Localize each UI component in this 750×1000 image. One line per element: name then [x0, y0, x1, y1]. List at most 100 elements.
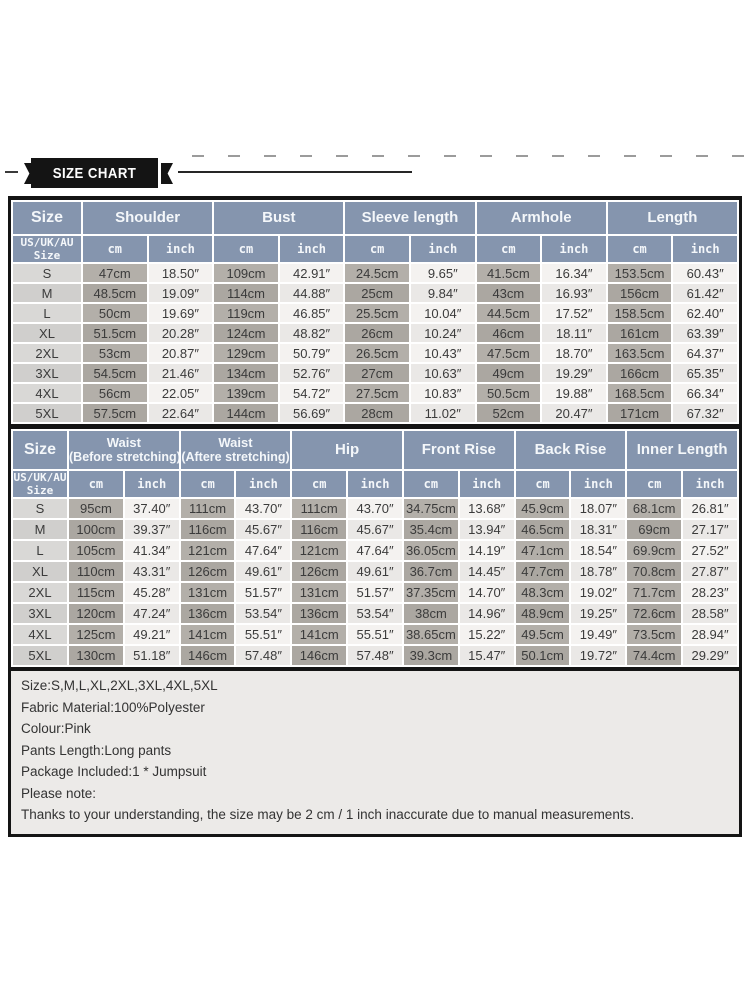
unit-cm-header: cm [83, 236, 147, 262]
cm-value-cell: 26.5cm [345, 344, 409, 362]
inch-value-cell: 18.50″ [148, 264, 213, 282]
cm-value-cell: 116cm [180, 520, 235, 539]
group-label: Sleeve length [361, 209, 459, 226]
inch-value-cell: 15.22″ [459, 625, 514, 644]
cm-value-cell: 119cm [214, 304, 278, 322]
note-line: Please note: [21, 785, 97, 801]
inch-value-cell: 28.58″ [683, 604, 737, 623]
cm-value-cell: 111cm [180, 499, 235, 518]
group-label: Hip [335, 441, 360, 458]
group-header: Bust [214, 202, 344, 234]
size-cell: 4XL [13, 625, 67, 644]
cm-value-cell: 73.5cm [627, 625, 682, 644]
group-header: Length [607, 202, 737, 234]
cm-value-cell: 141cm [292, 625, 347, 644]
cm-value-cell: 125cm [69, 625, 123, 644]
inch-value-cell: 45.67″ [348, 520, 402, 539]
inch-value-cell: 57.48″ [236, 646, 291, 665]
group-header: Front Rise [403, 431, 514, 469]
cm-value-cell: 126cm [292, 562, 347, 581]
size-scheme-header: US/UK/AU Size [13, 236, 81, 262]
inch-value-cell: 13.94″ [459, 520, 514, 539]
table-row: M 100cm 39.37″ 116cm 45.67″ 116cm 45.67″ 35.4cm… [13, 520, 737, 539]
cm-value-cell: 26cm [345, 324, 409, 342]
cm-value-cell: 34.75cm [403, 499, 458, 518]
inch-value-cell: 19.25″ [571, 604, 626, 623]
unit-cm-header: cm [292, 471, 347, 497]
cm-value-cell: 121cm [180, 541, 235, 560]
cm-value-cell: 131cm [292, 583, 347, 602]
cm-value-cell: 27.5cm [345, 384, 409, 402]
size-cell: XL [13, 562, 67, 581]
inch-value-cell: 16.93″ [542, 284, 606, 302]
inch-value-cell: 15.47″ [459, 646, 514, 665]
inch-value-cell: 47.64″ [236, 541, 291, 560]
unit-cm-header: cm [476, 236, 541, 262]
cm-value-cell: 126cm [180, 562, 235, 581]
inch-value-cell: 67.32″ [673, 404, 737, 422]
cm-value-cell: 141cm [180, 625, 235, 644]
inch-value-cell: 28.23″ [683, 583, 737, 602]
inch-value-cell: 10.63″ [410, 364, 475, 382]
size-cell: 3XL [13, 604, 67, 623]
cm-value-cell: 49cm [476, 364, 541, 382]
unit-inch-header: inch [148, 236, 213, 262]
inch-value-cell: 48.82″ [279, 324, 344, 342]
inch-value-cell: 22.64″ [148, 404, 213, 422]
cm-value-cell: 50.1cm [515, 646, 570, 665]
group-label: Shoulder [115, 209, 181, 226]
cm-value-cell: 120cm [69, 604, 123, 623]
group-label: Waist [218, 435, 253, 450]
inch-value-cell: 20.47″ [542, 404, 606, 422]
cm-value-cell: 57.5cm [83, 404, 147, 422]
inch-value-cell: 53.54″ [348, 604, 402, 623]
left-dash-line [5, 171, 18, 173]
table-row: 5XL 57.5cm 22.64″ 144cm 56.69″ 28cm 11.02″ 52cm… [13, 404, 737, 422]
cm-value-cell: 28cm [345, 404, 409, 422]
table-row: 4XL 56cm 22.05″ 139cm 54.72″ 27.5cm 10.83″ 50.5… [13, 384, 737, 402]
cm-value-cell: 37.35cm [403, 583, 458, 602]
cm-value-cell: 56cm [83, 384, 147, 402]
cm-value-cell: 146cm [180, 646, 235, 665]
inch-value-cell: 14.45″ [459, 562, 514, 581]
cm-value-cell: 27cm [345, 364, 409, 382]
group-label: Back Rise [534, 441, 607, 458]
group-sublabel: (Before stretching) [69, 450, 179, 464]
inch-value-cell: 19.88″ [542, 384, 606, 402]
inch-value-cell: 18.11″ [542, 324, 606, 342]
inch-value-cell: 18.07″ [571, 499, 626, 518]
inch-value-cell: 63.39″ [673, 324, 737, 342]
cm-value-cell: 124cm [214, 324, 278, 342]
inch-value-cell: 19.72″ [571, 646, 626, 665]
cm-value-cell: 156cm [607, 284, 672, 302]
unit-cm-header: cm [515, 471, 570, 497]
cm-value-cell: 134cm [214, 364, 278, 382]
group-label: Front Rise [421, 441, 496, 458]
cm-value-cell: 51.5cm [83, 324, 147, 342]
group-header: Inner Length [627, 431, 737, 469]
cm-value-cell: 136cm [180, 604, 235, 623]
upper-size-table: Size Shoulder Bust Sleeve length Armhole Leng… [11, 200, 739, 424]
cm-value-cell: 49.5cm [515, 625, 570, 644]
inch-value-cell: 10.43″ [410, 344, 475, 362]
inch-value-cell: 61.42″ [673, 284, 737, 302]
inch-value-cell: 14.70″ [459, 583, 514, 602]
unit-cm-header: cm [345, 236, 409, 262]
cm-value-cell: 48.3cm [515, 583, 570, 602]
inch-value-cell: 55.51″ [236, 625, 291, 644]
table-row: M 48.5cm 19.09″ 114cm 44.88″ 25cm 9.84″ 43cm 16.… [13, 284, 737, 302]
cm-value-cell: 46.5cm [515, 520, 570, 539]
cm-value-cell: 46cm [476, 324, 541, 342]
table-row: S 47cm 18.50″ 109cm 42.91″ 24.5cm 9.65″ 41.5cm 1… [13, 264, 737, 282]
size-cell: 5XL [13, 646, 67, 665]
note-line: Pants Length:Long pants [21, 742, 172, 758]
size-column-header: Size [13, 202, 81, 234]
size-cell: L [13, 304, 81, 322]
unit-cm-header: cm [214, 236, 278, 262]
inch-value-cell: 9.84″ [410, 284, 475, 302]
inch-value-cell: 13.68″ [459, 499, 514, 518]
cm-value-cell: 72.6cm [627, 604, 682, 623]
table-row: 3XL 54.5cm 21.46″ 134cm 52.76″ 27cm 10.63″ 49cm… [13, 364, 737, 382]
cm-value-cell: 50cm [83, 304, 147, 322]
inch-value-cell: 18.54″ [571, 541, 626, 560]
